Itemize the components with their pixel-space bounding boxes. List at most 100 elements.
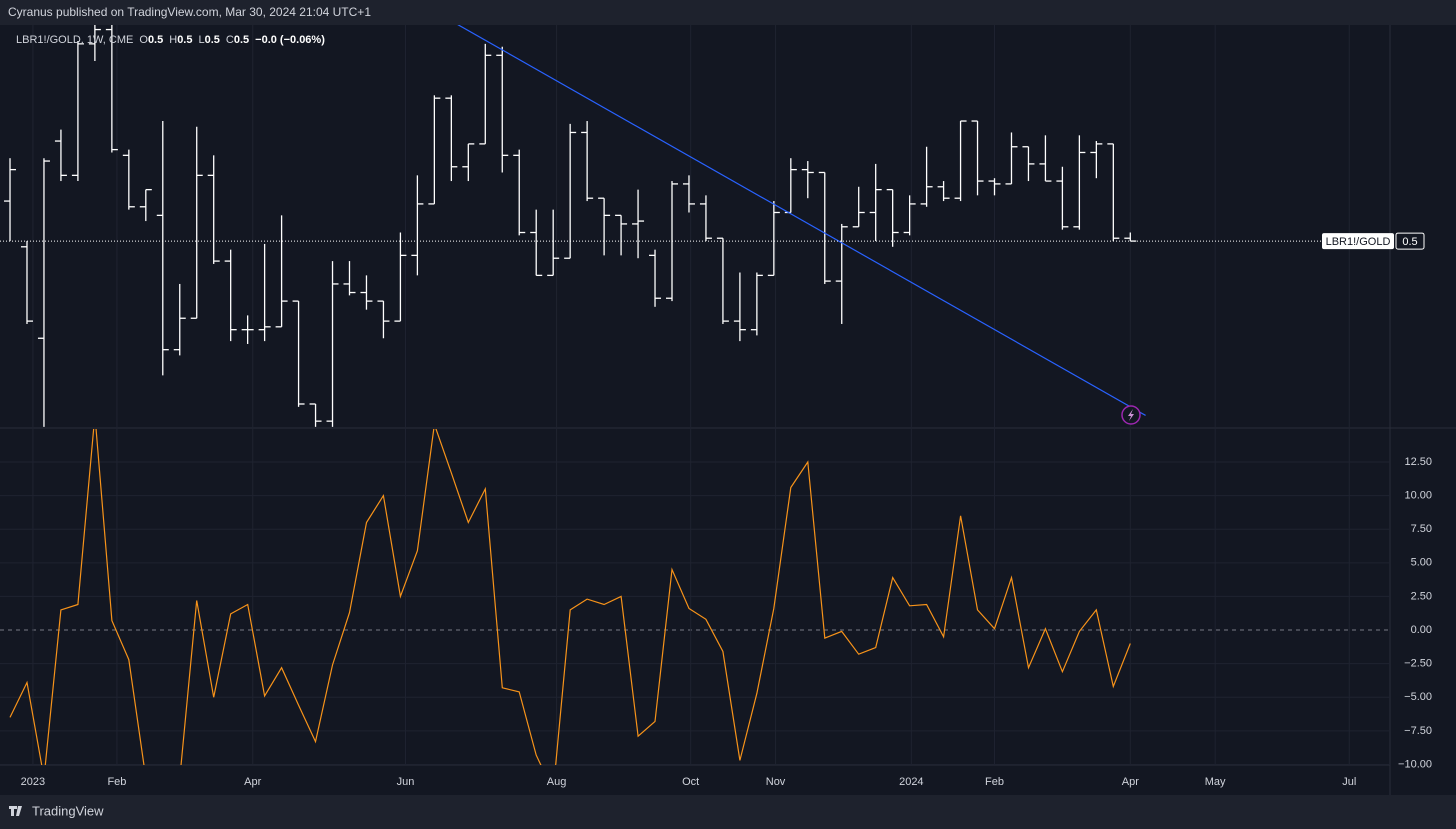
ohlc-bar: [275, 215, 288, 328]
y-tick-label: −7.50: [1404, 725, 1432, 737]
ohlc-bar: [1090, 141, 1103, 179]
ohlc-bar: [343, 261, 356, 296]
ohlc-bar: [88, 25, 101, 62]
ohlc-bar: [496, 46, 509, 173]
ohlc-bar: [1005, 132, 1018, 185]
ohlc-bar: [207, 155, 220, 264]
x-tick-label: Apr: [244, 776, 261, 788]
legend-value: 0.5: [234, 34, 249, 46]
ohlc-bar: [445, 95, 458, 182]
ohlc-bar: [920, 146, 933, 207]
y-tick-label: −10.00: [1398, 758, 1432, 770]
ohlc-bar: [105, 25, 118, 153]
legend-value: 0.5: [148, 34, 163, 46]
legend-value: 0.5: [205, 34, 220, 46]
alert-icon: [1121, 405, 1141, 425]
x-tick-label: Jun: [397, 776, 415, 788]
last-value: 0.5: [1402, 236, 1417, 248]
ohlc-bar: [309, 403, 322, 427]
ohlc-bar: [1056, 166, 1069, 230]
x-tick-label: May: [1205, 776, 1226, 788]
footer-text: TradingView: [32, 803, 104, 818]
x-tick-label: Feb: [107, 776, 126, 788]
logo: [9, 806, 22, 816]
ohlc-bar: [750, 272, 763, 336]
ohlc-bar: [513, 149, 526, 236]
ohlc-bar: [564, 123, 577, 259]
trendline: [457, 25, 1146, 416]
ohlc-bar: [377, 300, 390, 339]
ohlc-bar: [190, 126, 203, 319]
ohlc-bar: [632, 189, 645, 259]
ohlc-bar: [615, 214, 628, 256]
ohlc-bar: [649, 249, 662, 307]
ohlc-bar: [581, 121, 594, 202]
ohlc-bar: [479, 43, 492, 145]
ohlc-bar: [937, 181, 950, 202]
x-tick-label: Nov: [766, 776, 786, 788]
legend: LBR1!/GOLD, 1W, CME O0.5 H0.5 L0.5 C0.5 −0.0 …: [16, 34, 325, 46]
ohlc-bar: [37, 158, 50, 427]
legend-value: 0.5: [177, 34, 192, 46]
x-tick-label: 2023: [21, 776, 45, 788]
y-tick-label: 12.50: [1404, 456, 1432, 468]
legend-key: H: [169, 34, 177, 46]
ohlc-bar: [54, 129, 67, 182]
axes: 12.50 10.00 7.50 5.00 2.50 0.00 −2.50 −5.00 −7.5…: [21, 456, 1432, 788]
ohlc-bar: [818, 171, 831, 284]
legend-key: C: [226, 34, 234, 46]
oscillator-line: [9, 429, 1131, 765]
ohlc-bar: [954, 120, 967, 202]
last-label: LBR1!/GOLD: [1326, 236, 1391, 248]
legend-change: −0.0 (−0.06%): [255, 34, 325, 46]
header-text: Cyranus published on TradingView.com, Ma…: [8, 5, 371, 19]
footer-bar: [0, 795, 1456, 829]
legend-key: O: [139, 34, 148, 46]
ohlc-bar: [547, 209, 560, 277]
ohlc-bar: [903, 195, 916, 236]
y-tick-label: 0.00: [1411, 624, 1432, 636]
ohlc-bar: [326, 261, 339, 427]
ohlc-bar: [258, 243, 271, 342]
ohlc-bar: [699, 195, 712, 242]
y-tick-label: 5.00: [1411, 557, 1432, 569]
y-tick-label: 10.00: [1404, 490, 1432, 502]
x-tick-label: Feb: [985, 776, 1004, 788]
ohlc-bar: [767, 201, 780, 277]
ohlc-bar: [139, 188, 152, 222]
oscillator-pane: [9, 429, 1131, 765]
ohlc-bar: [1039, 135, 1052, 182]
grid: [0, 25, 1390, 765]
ohlc-bar: [682, 175, 695, 213]
x-tick-label: Oct: [682, 776, 699, 788]
ohlc-bar: [462, 143, 475, 182]
x-tick-label: Aug: [547, 776, 567, 788]
ohlc-bar: [1073, 135, 1086, 230]
last-label-box: [1322, 233, 1394, 250]
ohlc-bar: [1022, 146, 1035, 182]
y-tick-label: −2.50: [1404, 658, 1432, 670]
y-tick-label: 2.50: [1411, 590, 1432, 602]
ohlc-bar: [886, 188, 899, 247]
legend-symbol: LBR1!/GOLD, 1W, CME: [16, 34, 133, 46]
ohlc-bar: [598, 197, 611, 256]
ohlc-bar: [4, 158, 17, 242]
ohlc-bar: [394, 232, 407, 322]
x-tick-label: Jul: [1342, 776, 1356, 788]
y-tick-label: 7.50: [1411, 523, 1432, 535]
ohlc-bar: [428, 95, 441, 205]
legend-key: L: [198, 34, 204, 46]
ohlc-bar: [224, 249, 237, 342]
ohlc-bar: [292, 300, 305, 407]
y-tick-label: −5.00: [1404, 691, 1432, 703]
ohlc-bar: [716, 237, 729, 324]
ohlc-bar: [801, 161, 814, 199]
ohlc-bar: [835, 223, 848, 324]
ohlc-bar: [971, 120, 984, 196]
ohlc-bar: [360, 275, 373, 310]
ohlc-bar: [530, 209, 543, 277]
price-pane: [4, 25, 1146, 427]
last-value-box: [1395, 232, 1425, 250]
